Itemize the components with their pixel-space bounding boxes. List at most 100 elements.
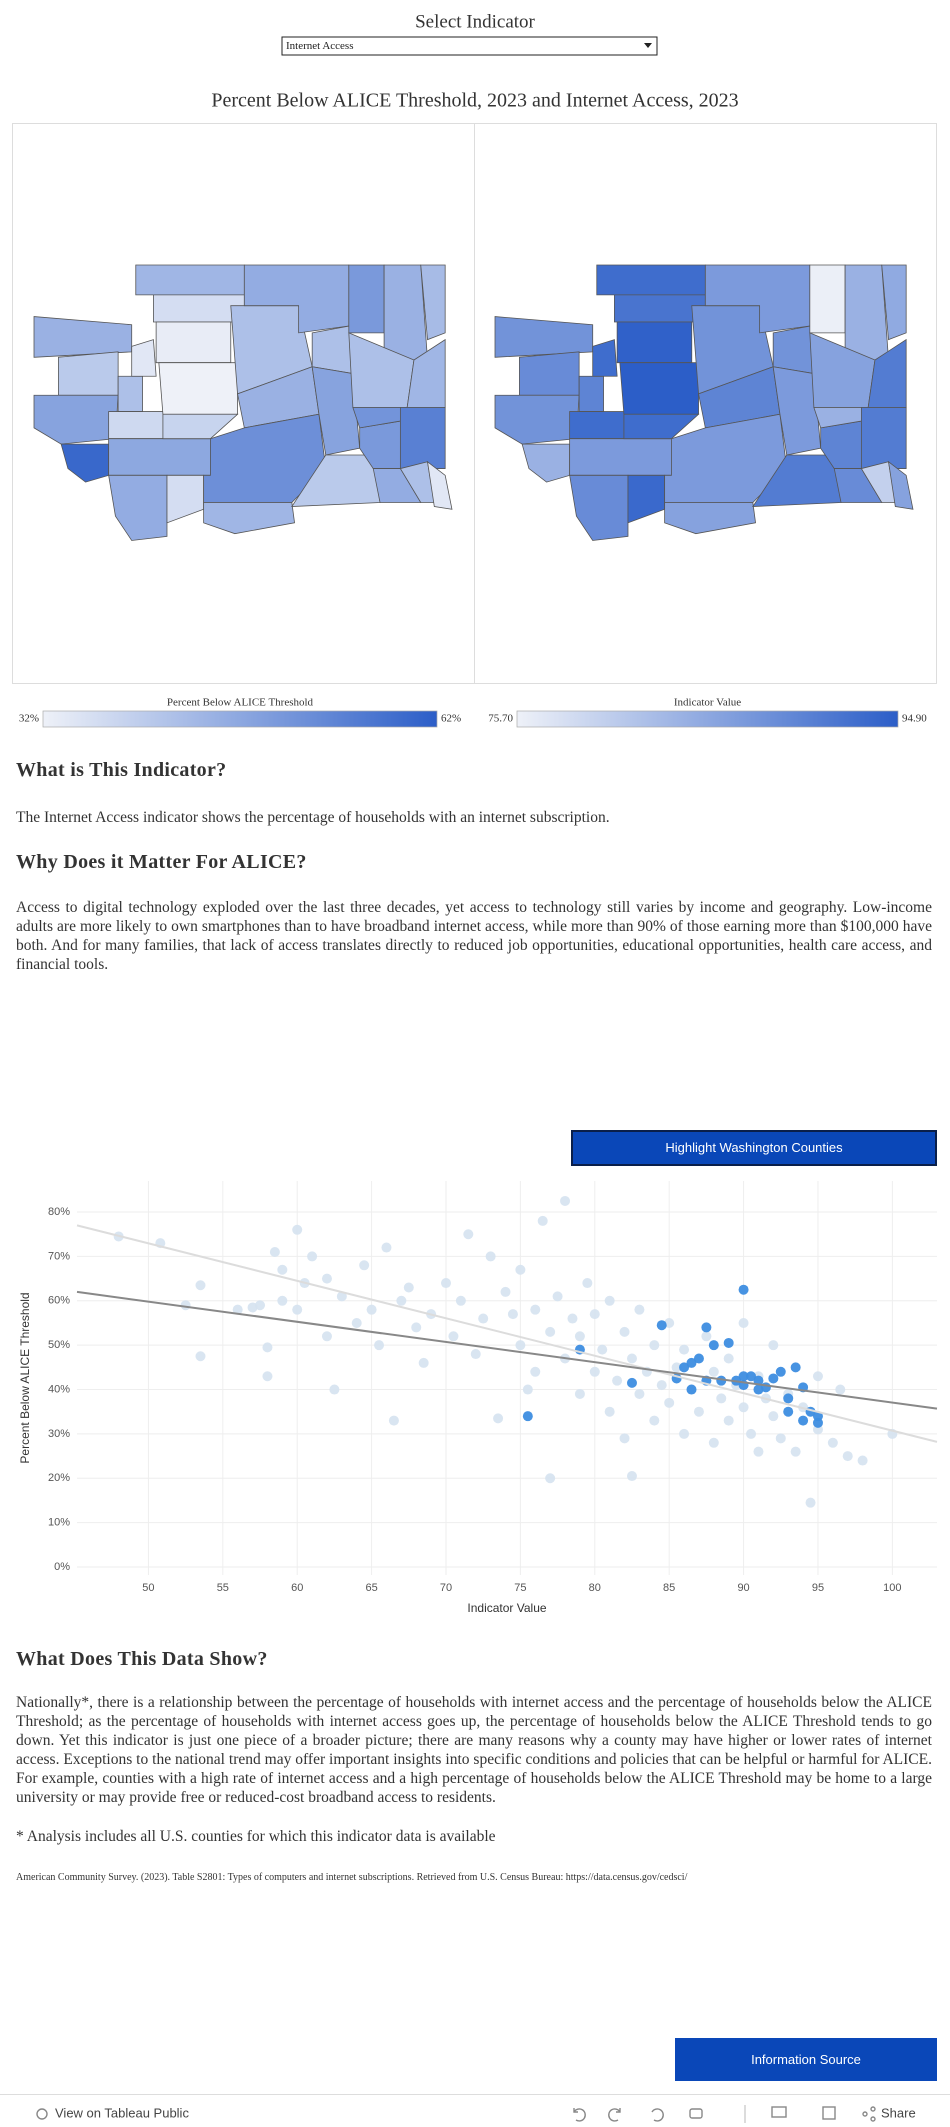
point — [768, 1340, 779, 1351]
x-tick-label: 60 — [291, 1582, 303, 1594]
revert-icon[interactable] — [651, 2108, 664, 2122]
county — [772, 366, 822, 456]
legend-min: 75.70 — [488, 713, 513, 725]
point — [768, 1373, 779, 1384]
section-heading: What is This Indicator? — [16, 759, 227, 781]
share-icon-c[interactable] — [870, 2116, 876, 2122]
point — [560, 1195, 571, 1206]
undo-icon[interactable] — [573, 2108, 586, 2122]
county — [592, 339, 618, 377]
point — [366, 1304, 377, 1315]
x-tick-label: 75 — [514, 1582, 526, 1594]
point — [388, 1415, 399, 1426]
info-button[interactable]: Information Source — [675, 2038, 937, 2081]
point — [515, 1264, 526, 1275]
y-tick-label: 60% — [48, 1295, 70, 1307]
point — [567, 1313, 578, 1324]
point — [292, 1304, 303, 1315]
x-tick-label: 100 — [883, 1582, 901, 1594]
highlight-button[interactable]: Highlight Washington Counties — [571, 1130, 937, 1166]
x-tick-label: 80 — [589, 1582, 601, 1594]
share-icon-b[interactable] — [870, 2106, 876, 2112]
x-tick-label: 90 — [737, 1582, 749, 1594]
point — [790, 1362, 801, 1373]
share-icon[interactable] — [862, 2111, 868, 2117]
y-tick-label: 30% — [48, 1428, 70, 1440]
legend-title: Percent Below ALICE Threshold — [167, 697, 314, 709]
x-axis-label: Indicator Value — [467, 1601, 546, 1615]
y-tick-label: 0% — [54, 1561, 70, 1573]
point — [671, 1362, 682, 1373]
point — [604, 1295, 615, 1306]
point — [403, 1282, 414, 1293]
point — [693, 1353, 704, 1364]
view-on-tableau[interactable]: View on Tableau Public — [55, 2105, 189, 2120]
y-axis-label: Percent Below ALICE Threshold — [18, 1292, 32, 1463]
point — [522, 1411, 533, 1422]
pause-icon[interactable] — [689, 2108, 703, 2119]
point — [619, 1433, 630, 1444]
point — [530, 1366, 541, 1377]
legend-title: Indicator Value — [674, 697, 741, 709]
section-body: The Internet Access indicator shows the … — [16, 809, 610, 826]
map-title: Percent Below ALICE Threshold, 2023 and … — [211, 90, 738, 112]
county — [569, 411, 625, 440]
y-tick-label: 70% — [48, 1250, 70, 1262]
point — [686, 1357, 697, 1368]
point — [604, 1406, 615, 1417]
point — [321, 1273, 332, 1284]
legend-bar — [516, 710, 899, 728]
device-icon[interactable] — [771, 2106, 787, 2118]
county — [60, 443, 110, 483]
point — [597, 1344, 608, 1355]
point — [307, 1251, 318, 1262]
point — [381, 1242, 392, 1253]
point — [537, 1215, 548, 1226]
tableau-icon[interactable] — [36, 2108, 48, 2120]
point — [686, 1384, 697, 1395]
point — [515, 1340, 526, 1351]
point — [589, 1309, 600, 1320]
y-tick-label: 10% — [48, 1517, 70, 1529]
point — [679, 1362, 690, 1373]
footnote: * Analysis includes all U.S. counties fo… — [16, 1828, 496, 1845]
point — [626, 1353, 637, 1364]
county — [619, 362, 699, 415]
point — [649, 1415, 660, 1426]
point — [708, 1340, 719, 1351]
county — [860, 407, 907, 469]
county — [809, 264, 846, 334]
share[interactable]: Share — [881, 2105, 916, 2120]
point — [738, 1371, 749, 1382]
county — [135, 264, 245, 296]
dropdown[interactable] — [281, 36, 658, 56]
county — [578, 375, 604, 412]
x-tick-label: 55 — [217, 1582, 229, 1594]
point — [277, 1264, 288, 1275]
x-tick-label: 65 — [365, 1582, 377, 1594]
section-body: Nationally*, there is a relationship bet… — [16, 1694, 932, 1806]
source: American Community Survey. (2023). Table… — [16, 1872, 688, 1883]
dropdown-value[interactable]: Internet Access — [286, 40, 354, 52]
point — [790, 1446, 801, 1457]
county — [108, 411, 164, 440]
county — [383, 264, 428, 361]
point — [664, 1397, 675, 1408]
county — [426, 460, 453, 510]
point — [455, 1295, 466, 1306]
point — [478, 1313, 489, 1324]
point — [716, 1393, 727, 1404]
point — [552, 1291, 563, 1302]
fullscreen-icon[interactable] — [822, 2106, 836, 2120]
point — [753, 1446, 764, 1457]
point — [195, 1351, 206, 1362]
county — [881, 264, 907, 341]
county — [348, 264, 385, 334]
point — [612, 1375, 623, 1386]
point — [396, 1295, 407, 1306]
point — [656, 1320, 667, 1331]
redo-icon[interactable] — [608, 2108, 621, 2122]
point — [805, 1497, 816, 1508]
point — [753, 1384, 764, 1395]
point — [262, 1342, 273, 1353]
